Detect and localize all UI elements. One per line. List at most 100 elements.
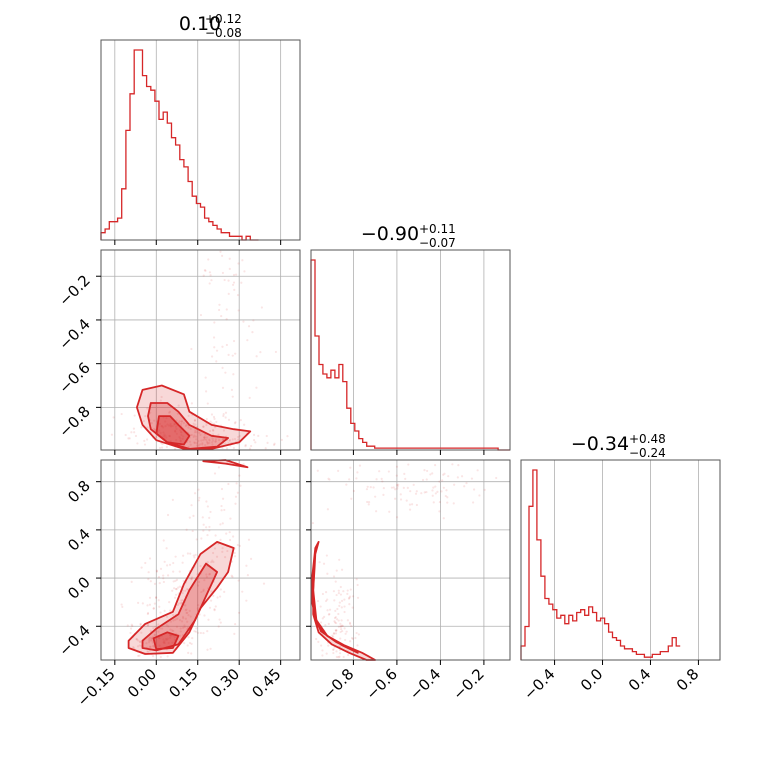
scatter-point [189,552,192,555]
scatter-point [131,624,134,628]
scatter-point [227,418,231,421]
scatter-point [236,543,239,547]
scatter-point [351,595,355,598]
scatter-point [179,439,182,442]
title-param-2: −0.34 [571,433,629,455]
scatter-point [375,478,378,481]
scatter-point [234,623,237,626]
scatter-point [221,438,225,441]
scatter-point [234,495,238,498]
scatter-point [155,569,159,572]
contour-level-2 [141,562,219,652]
scatter-point [168,435,172,438]
scatter-point [423,491,426,494]
scatter-point [168,600,171,604]
scatter-point [207,258,210,261]
x-tick-label: −0.6 [362,665,400,703]
scatter-point [342,655,345,659]
scatter-point [199,631,202,635]
scatter-point [415,503,418,507]
scatter-point [182,422,185,425]
scatter-point [338,601,341,604]
scatter-point [190,433,193,437]
scatter-point [231,575,234,579]
scatter-point [339,622,342,625]
scatter-point [221,366,224,369]
scatter-point [148,596,152,599]
scatter-point [204,390,208,393]
scatter-point [365,488,369,491]
scatter-point [425,490,428,494]
scatter-point [172,570,175,573]
scatter-point [195,538,198,541]
scatter-point [180,422,183,426]
scatter-point [316,599,320,603]
scatter-point [434,463,437,467]
y-tick-label: −0.8 [55,402,93,440]
scatter-point [193,434,196,437]
scatter-point [233,632,236,635]
scatter-point [443,472,446,475]
scatter-point [254,441,257,444]
scatter-point [180,433,183,437]
scatter-point [173,422,176,426]
scatter-point [158,644,161,647]
scatter-point [345,483,348,486]
histogram-layer [100,49,681,660]
scatter-point [139,623,142,626]
scatter-point [325,590,328,594]
scatter-point [157,623,160,626]
scatter-point [200,439,203,442]
scatter-point [396,485,399,488]
scatter-point [182,435,185,438]
scatter-point [226,549,229,553]
scatter-point [217,466,220,469]
scatter-point [134,434,138,438]
panel-frame-1-1 [310,249,511,451]
scatter-point [221,522,224,525]
scatter-point [438,480,441,483]
scatter-point [146,611,150,615]
scatter-point [112,416,115,419]
scatter-point [332,648,335,651]
scatter-point [182,579,185,583]
scatter-point [217,438,221,442]
scatter-point [212,429,215,432]
scatter-point [167,625,170,628]
x-tick-label: −0.15 [74,665,119,710]
scatter-point [146,624,150,627]
scatter-point [157,630,160,633]
scatter-point [381,480,384,483]
scatter-point [211,439,215,442]
scatter-point [139,622,142,625]
scatter-point [232,281,236,284]
scatter-point [174,587,178,591]
scatter-point [205,500,208,503]
scatter-point [440,490,443,493]
scatter-point [234,421,237,424]
scatter-point [149,639,152,642]
scatter-point [332,632,336,635]
scatter-point [327,613,331,616]
scatter-point [166,564,169,567]
scatter-point [180,420,183,423]
scatter-point [235,482,238,485]
scatter-point [194,423,197,426]
title-param-0: 0.10 [179,13,221,35]
contour-level-2 [312,565,359,654]
scatter-point [451,463,454,466]
scatter-point [155,570,159,573]
scatter-layer [110,250,498,659]
scatter-point [203,614,206,617]
scatter-point [190,504,193,507]
scatter-point [348,640,352,643]
scatter-point [445,489,448,492]
scatter-point [237,435,240,439]
scatter-point [147,578,150,581]
scatter-point [193,441,197,444]
scatter-point [178,602,181,605]
scatter-point [465,481,468,485]
scatter-point [242,320,245,323]
scatter-point [233,288,236,291]
scatter-point [352,489,355,493]
